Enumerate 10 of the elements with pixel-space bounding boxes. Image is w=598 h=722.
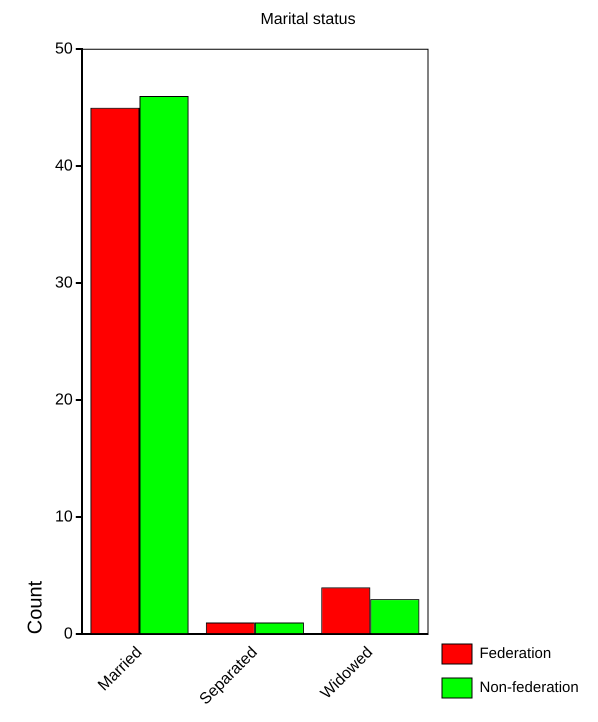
legend-label: Non-federation <box>480 679 579 696</box>
legend-label: Federation <box>480 645 552 662</box>
y-tick-label: 0 <box>64 626 73 643</box>
y-tick-label: 10 <box>55 508 73 526</box>
y-tick-label: 50 <box>55 40 73 58</box>
y-tick-label: 40 <box>55 158 73 175</box>
chart-title: Marital status <box>260 11 356 28</box>
y-tick-label: 20 <box>55 392 73 409</box>
y-tick-label: 30 <box>55 274 73 292</box>
y-axis-title: Count <box>24 580 47 634</box>
